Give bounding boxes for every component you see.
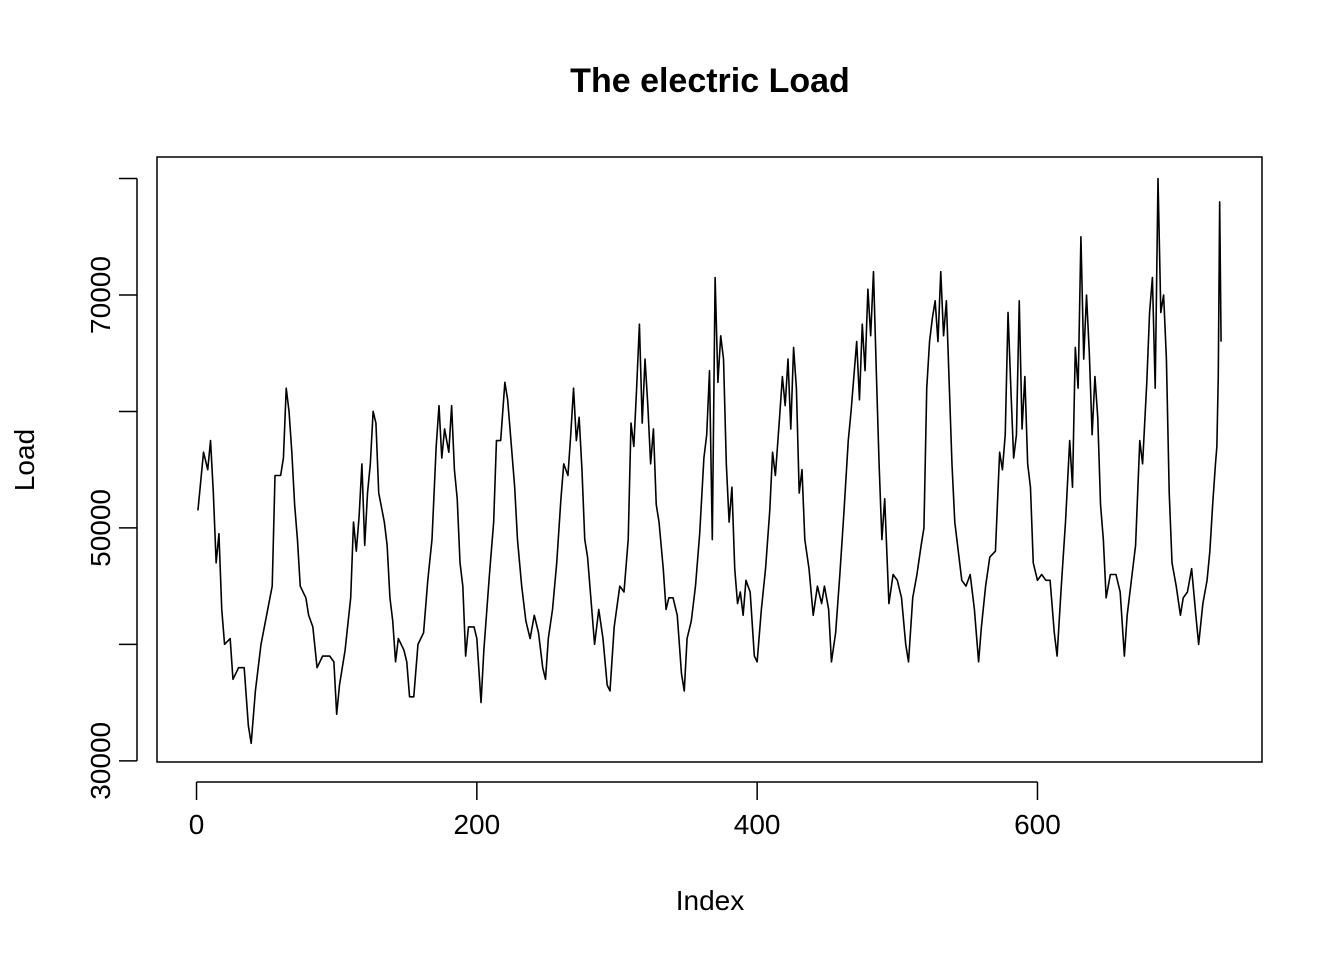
load-line (197, 177, 1222, 745)
chart-title: The electric Load (570, 62, 850, 100)
x-tick-label: 0 (189, 809, 205, 840)
x-tick-label: 600 (1014, 809, 1061, 840)
y-tick-label: 70000 (85, 256, 116, 334)
x-tick-label: 200 (453, 809, 500, 840)
x-tick-label: 400 (734, 809, 781, 840)
y-tick-label: 50000 (85, 489, 116, 567)
x-axis-label: Index (676, 885, 745, 916)
y-tick-label: 30000 (85, 722, 116, 800)
y-axis-label: Load (9, 429, 40, 491)
plot-frame (156, 156, 1263, 763)
